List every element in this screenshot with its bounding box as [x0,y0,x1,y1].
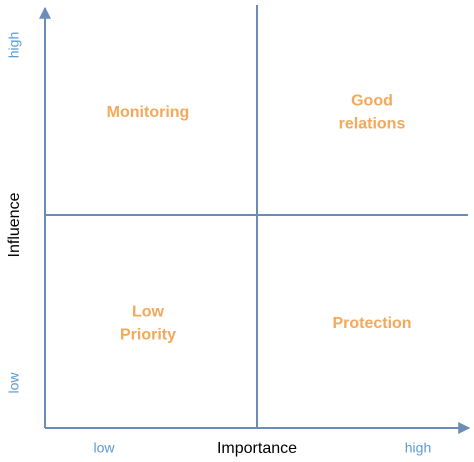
x-low-label: low [93,440,115,456]
quadrant-label: relations [339,116,406,133]
y-high-label: high [6,32,22,58]
quadrant-label: Monitoring [107,104,190,121]
quadrants: Monitoring Good relations Low Priority Protec… [107,93,412,344]
quadrant-label: Good [351,93,393,110]
x-high-label: high [405,440,431,456]
quadrant-label: Priority [120,327,176,344]
y-axis-title: Influence [6,192,23,257]
quadrant-label: Protection [332,315,411,332]
quadrant-label: Low [132,304,165,321]
x-axis-title: Importance [217,440,297,457]
y-low-label: low [6,372,22,394]
